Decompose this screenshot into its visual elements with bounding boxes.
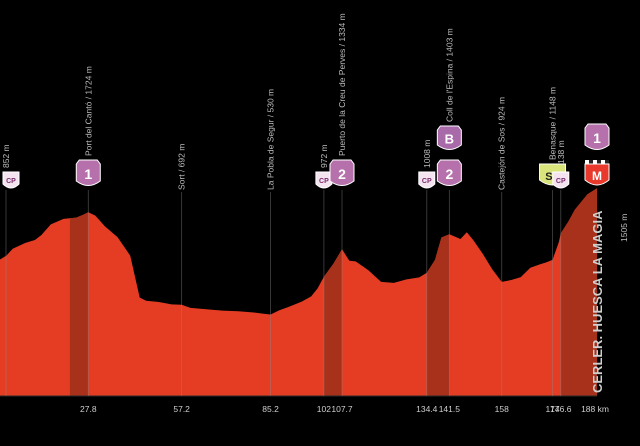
km-tick-label-8: 174 xyxy=(545,404,559,414)
climb-section-1 xyxy=(323,249,342,396)
profile-fill-layer xyxy=(0,188,597,397)
mountain-badge-10: 1 xyxy=(584,123,610,150)
mountain-badge-3: 2 xyxy=(329,159,355,186)
finish-name: CERLER. HUESCA LA MAGIA xyxy=(590,210,605,393)
annotation-label-10: 1138 m xyxy=(556,140,566,168)
mountain-badge-5-text: 2 xyxy=(445,166,453,182)
annotation-label-5: Puerto de la Creu de Perves / 1334 m xyxy=(337,13,347,156)
finish-altitude: 1505 m xyxy=(619,214,629,242)
km-tick-label-10: 188 km xyxy=(581,404,609,414)
km-tick-label-0: 27.8 xyxy=(80,404,97,414)
km-ticks: 27.8 57.2 85.2 102 107.7 134.4 141.5 158 174176.… xyxy=(80,404,609,414)
bonus-badge-6-text: B xyxy=(445,132,454,147)
km-tick-label-3: 102 xyxy=(317,404,331,414)
profile-area xyxy=(0,188,597,396)
km-tick-label-6: 141.5 xyxy=(439,404,461,414)
annotation-label-4: 972 m xyxy=(319,144,329,168)
checkpoint-badge-text-0: CP xyxy=(6,178,16,185)
climb-section-2 xyxy=(426,234,450,396)
annotation-label-9: Benasque / 1148 m xyxy=(548,87,558,160)
mountain-badge-3-text: 2 xyxy=(338,166,346,182)
km-tick-label-4: 107.7 xyxy=(331,404,353,414)
profile-markers: CP1CP2CP2BSPCPM1 xyxy=(2,123,610,189)
annotation-label-7: Coll de l'Espina / 1403 m xyxy=(444,28,454,122)
annotation-label-8: Castejón de Sos / 924 m xyxy=(497,97,507,190)
annotation-labels: 852 m Port del Cantó / 1724 m Sort / 692 m… xyxy=(1,13,566,190)
mountain-badge-1: 1 xyxy=(75,159,101,186)
km-tick-label-2: 85.2 xyxy=(262,404,279,414)
mountain-badge-10-text: 1 xyxy=(593,130,601,146)
annotation-label-2: Sort / 692 m xyxy=(177,144,187,190)
checkpoint-badge-0: CP xyxy=(2,171,20,189)
climb-section-3 xyxy=(560,188,597,396)
finish-badge-text-9: M xyxy=(592,169,602,183)
checkpoint-badge-2: CP xyxy=(315,171,333,189)
km-tick-label-9: 176.6 xyxy=(550,404,572,414)
km-tick-label-7: 158 xyxy=(495,404,509,414)
annotation-label-0: 852 m xyxy=(1,144,11,168)
checkpoint-badge-text-8: CP xyxy=(556,178,566,185)
checkpoint-badge-text-4: CP xyxy=(422,178,432,185)
km-tick-label-1: 57.2 xyxy=(173,404,190,414)
annotation-label-1: Port del Cantó / 1724 m xyxy=(83,66,93,156)
mountain-badge-5: 2 xyxy=(436,159,462,186)
finish-badge-9: M xyxy=(584,160,610,186)
checkpoint-badge-8: CP xyxy=(552,171,570,189)
checkpoint-badge-4: CP xyxy=(418,171,436,189)
annotation-label-6: 1008 m xyxy=(422,140,432,168)
km-tick-label-5: 134.4 xyxy=(416,404,438,414)
checkpoint-badge-text-2: CP xyxy=(319,178,329,185)
annotation-label-3: La Pobla de Segur / 530 m xyxy=(266,89,276,190)
mountain-badge-1-text: 1 xyxy=(84,166,92,182)
climb-section-0 xyxy=(69,212,89,396)
annotation-lines xyxy=(5,190,562,396)
bonus-badge-6: B xyxy=(436,125,462,150)
